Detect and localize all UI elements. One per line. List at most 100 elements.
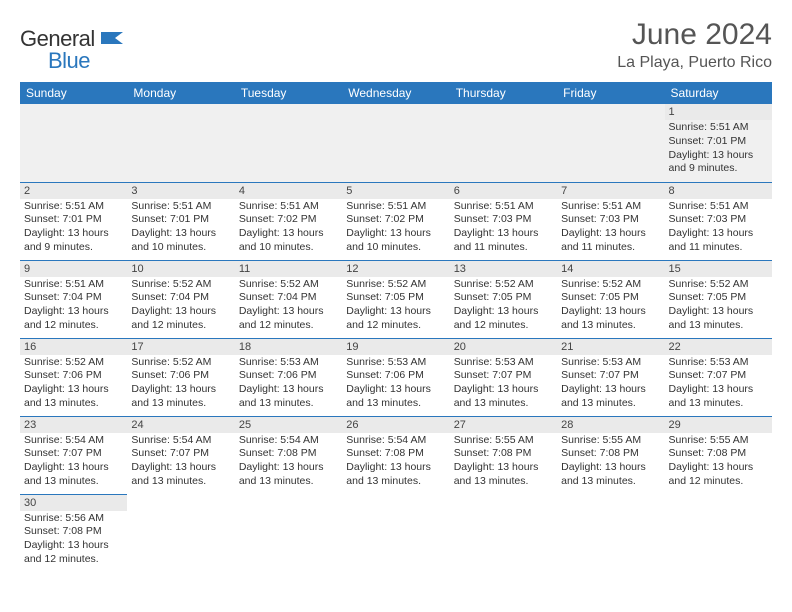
calendar-week-row: 2Sunrise: 5:51 AMSunset: 7:01 PMDaylight…	[20, 182, 772, 260]
calendar-cell	[557, 104, 664, 182]
daylight-line: Daylight: 13 hours and 11 minutes.	[561, 227, 660, 254]
day-number: 26	[342, 417, 449, 433]
sunset-line: Sunset: 7:07 PM	[561, 369, 660, 383]
calendar-cell: 5Sunrise: 5:51 AMSunset: 7:02 PMDaylight…	[342, 182, 449, 260]
day-number: 7	[557, 183, 664, 199]
logo-text-block: General Blue	[20, 26, 127, 74]
calendar-cell: 29Sunrise: 5:55 AMSunset: 7:08 PMDayligh…	[665, 416, 772, 494]
sunset-line: Sunset: 7:04 PM	[239, 291, 338, 305]
calendar-cell: 24Sunrise: 5:54 AMSunset: 7:07 PMDayligh…	[127, 416, 234, 494]
calendar-cell: 27Sunrise: 5:55 AMSunset: 7:08 PMDayligh…	[450, 416, 557, 494]
day-number: 30	[20, 495, 127, 511]
title-block: June 2024 La Playa, Puerto Rico	[617, 18, 772, 72]
flag-icon	[101, 30, 127, 51]
sunset-line: Sunset: 7:06 PM	[131, 369, 230, 383]
sunset-line: Sunset: 7:04 PM	[131, 291, 230, 305]
daylight-line: Daylight: 13 hours and 12 minutes.	[239, 305, 338, 332]
calendar-cell	[342, 104, 449, 182]
sunrise-line: Sunrise: 5:52 AM	[24, 356, 123, 370]
sunrise-line: Sunrise: 5:52 AM	[131, 356, 230, 370]
calendar-cell	[450, 104, 557, 182]
weekday-header: Thursday	[450, 82, 557, 104]
daylight-line: Daylight: 13 hours and 10 minutes.	[239, 227, 338, 254]
sunset-line: Sunset: 7:08 PM	[561, 447, 660, 461]
day-number: 11	[235, 261, 342, 277]
day-number: 24	[127, 417, 234, 433]
sunset-line: Sunset: 7:03 PM	[561, 213, 660, 227]
sunrise-line: Sunrise: 5:54 AM	[239, 434, 338, 448]
sunset-line: Sunset: 7:05 PM	[669, 291, 768, 305]
calendar-cell	[342, 494, 449, 572]
sunset-line: Sunset: 7:05 PM	[346, 291, 445, 305]
daylight-line: Daylight: 13 hours and 12 minutes.	[454, 305, 553, 332]
sunrise-line: Sunrise: 5:51 AM	[561, 200, 660, 214]
sunset-line: Sunset: 7:02 PM	[346, 213, 445, 227]
calendar-cell: 7Sunrise: 5:51 AMSunset: 7:03 PMDaylight…	[557, 182, 664, 260]
daylight-line: Daylight: 13 hours and 12 minutes.	[346, 305, 445, 332]
sunrise-line: Sunrise: 5:53 AM	[346, 356, 445, 370]
calendar-cell: 28Sunrise: 5:55 AMSunset: 7:08 PMDayligh…	[557, 416, 664, 494]
sunset-line: Sunset: 7:08 PM	[24, 525, 123, 539]
sunrise-line: Sunrise: 5:51 AM	[454, 200, 553, 214]
sunset-line: Sunset: 7:07 PM	[454, 369, 553, 383]
sunset-line: Sunset: 7:05 PM	[561, 291, 660, 305]
day-number: 17	[127, 339, 234, 355]
calendar-cell: 12Sunrise: 5:52 AMSunset: 7:05 PMDayligh…	[342, 260, 449, 338]
day-number: 9	[20, 261, 127, 277]
sunset-line: Sunset: 7:06 PM	[239, 369, 338, 383]
calendar-body: 1Sunrise: 5:51 AMSunset: 7:01 PMDaylight…	[20, 104, 772, 572]
sunrise-line: Sunrise: 5:52 AM	[561, 278, 660, 292]
calendar-cell: 13Sunrise: 5:52 AMSunset: 7:05 PMDayligh…	[450, 260, 557, 338]
sunset-line: Sunset: 7:07 PM	[131, 447, 230, 461]
day-number: 5	[342, 183, 449, 199]
calendar-cell: 17Sunrise: 5:52 AMSunset: 7:06 PMDayligh…	[127, 338, 234, 416]
daylight-line: Daylight: 13 hours and 12 minutes.	[669, 461, 768, 488]
sunset-line: Sunset: 7:07 PM	[669, 369, 768, 383]
sunset-line: Sunset: 7:08 PM	[346, 447, 445, 461]
calendar-cell: 21Sunrise: 5:53 AMSunset: 7:07 PMDayligh…	[557, 338, 664, 416]
day-number: 13	[450, 261, 557, 277]
sunrise-line: Sunrise: 5:51 AM	[24, 200, 123, 214]
sunrise-line: Sunrise: 5:51 AM	[131, 200, 230, 214]
day-number: 28	[557, 417, 664, 433]
day-number: 16	[20, 339, 127, 355]
day-number: 27	[450, 417, 557, 433]
daylight-line: Daylight: 13 hours and 13 minutes.	[239, 461, 338, 488]
header: General Blue June 2024 La Playa, Puerto …	[20, 18, 772, 74]
daylight-line: Daylight: 13 hours and 11 minutes.	[669, 227, 768, 254]
calendar-cell: 20Sunrise: 5:53 AMSunset: 7:07 PMDayligh…	[450, 338, 557, 416]
day-number: 1	[665, 104, 772, 120]
day-number: 18	[235, 339, 342, 355]
day-number: 21	[557, 339, 664, 355]
daylight-line: Daylight: 13 hours and 12 minutes.	[24, 305, 123, 332]
sunset-line: Sunset: 7:08 PM	[454, 447, 553, 461]
daylight-line: Daylight: 13 hours and 13 minutes.	[131, 383, 230, 410]
daylight-line: Daylight: 13 hours and 9 minutes.	[24, 227, 123, 254]
sunset-line: Sunset: 7:05 PM	[454, 291, 553, 305]
daylight-line: Daylight: 13 hours and 13 minutes.	[561, 305, 660, 332]
daylight-line: Daylight: 13 hours and 9 minutes.	[669, 149, 768, 176]
calendar-week-row: 30Sunrise: 5:56 AMSunset: 7:08 PMDayligh…	[20, 494, 772, 572]
calendar-cell	[557, 494, 664, 572]
calendar-cell: 9Sunrise: 5:51 AMSunset: 7:04 PMDaylight…	[20, 260, 127, 338]
sunrise-line: Sunrise: 5:52 AM	[131, 278, 230, 292]
day-number: 22	[665, 339, 772, 355]
calendar-cell: 14Sunrise: 5:52 AMSunset: 7:05 PMDayligh…	[557, 260, 664, 338]
day-number: 10	[127, 261, 234, 277]
weekday-header: Monday	[127, 82, 234, 104]
calendar-cell: 3Sunrise: 5:51 AMSunset: 7:01 PMDaylight…	[127, 182, 234, 260]
day-number: 8	[665, 183, 772, 199]
calendar-cell: 26Sunrise: 5:54 AMSunset: 7:08 PMDayligh…	[342, 416, 449, 494]
calendar-cell: 19Sunrise: 5:53 AMSunset: 7:06 PMDayligh…	[342, 338, 449, 416]
sunrise-line: Sunrise: 5:53 AM	[239, 356, 338, 370]
day-number: 23	[20, 417, 127, 433]
calendar-cell	[665, 494, 772, 572]
weekday-header: Saturday	[665, 82, 772, 104]
sunrise-line: Sunrise: 5:51 AM	[346, 200, 445, 214]
daylight-line: Daylight: 13 hours and 11 minutes.	[454, 227, 553, 254]
daylight-line: Daylight: 13 hours and 13 minutes.	[454, 383, 553, 410]
calendar-cell: 10Sunrise: 5:52 AMSunset: 7:04 PMDayligh…	[127, 260, 234, 338]
month-title: June 2024	[617, 18, 772, 52]
sunrise-line: Sunrise: 5:55 AM	[454, 434, 553, 448]
day-number: 14	[557, 261, 664, 277]
